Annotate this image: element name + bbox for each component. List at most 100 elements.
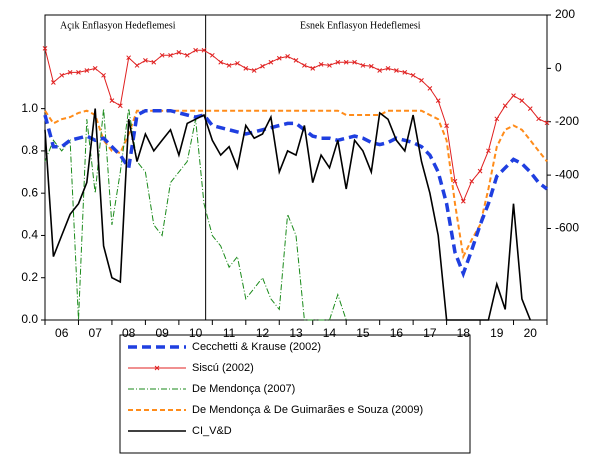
marker: [218, 59, 224, 65]
y2-tick-label: -400: [555, 167, 579, 181]
annotation: Açık Enflasyon Hedeflemesi: [60, 20, 176, 31]
marker: [84, 68, 90, 73]
series-line: [44, 109, 548, 260]
marker: [410, 72, 416, 78]
marker: [360, 63, 366, 68]
legend-label: CI_V&D: [192, 425, 232, 437]
marker: [368, 63, 374, 69]
marker: [176, 50, 182, 55]
marker: [536, 116, 541, 122]
marker: [486, 148, 491, 154]
marker: [343, 59, 349, 65]
marker: [159, 52, 165, 58]
y-tick-label: 0.6: [21, 185, 38, 199]
marker: [460, 198, 466, 204]
x-tick-label: 07: [89, 326, 103, 340]
y2-tick-label: 200: [555, 7, 575, 21]
marker: [76, 70, 81, 75]
marker: [268, 59, 274, 65]
marker: [117, 103, 123, 109]
marker: [302, 63, 307, 68]
x-tick-label: 10: [189, 326, 203, 340]
y2-tick-label: -600: [555, 221, 579, 235]
x-tick-label: 18: [457, 326, 471, 340]
x-tick-label: 16: [390, 326, 404, 340]
marker: [402, 70, 408, 75]
y-tick-label: 0.0: [21, 312, 38, 326]
marker: [502, 103, 508, 109]
marker: [385, 66, 391, 71]
marker: [394, 68, 399, 73]
y-tick-label: 0.2: [21, 270, 38, 284]
marker: [126, 55, 132, 61]
series-line: [44, 48, 548, 203]
legend-label: De Mendonça (2007): [192, 383, 295, 395]
marker: [260, 63, 265, 69]
marker: [452, 178, 458, 184]
marker: [469, 178, 475, 184]
marker: [151, 59, 157, 65]
marker: [59, 72, 65, 78]
x-tick-label: 11: [223, 326, 236, 340]
legend-marker: [154, 365, 160, 371]
marker: [377, 68, 383, 73]
plot-frame: [44, 14, 548, 321]
series-line: [44, 108, 532, 321]
marker: [67, 70, 73, 75]
y2-tick-label: 0: [555, 61, 562, 75]
legend-label: Cecchetti & Krause (2002): [192, 341, 321, 353]
x-tick-label: 17: [423, 326, 437, 340]
marker: [168, 52, 173, 58]
y-tick-label: 0.4: [21, 228, 38, 242]
marker: [477, 168, 483, 174]
marker: [352, 59, 357, 65]
legend-label: Siscú (2002): [192, 362, 254, 374]
x-tick-label: 12: [256, 326, 270, 340]
marker: [419, 78, 424, 83]
series-line: [43, 108, 549, 279]
marker: [327, 63, 332, 68]
x-tick-label: 15: [356, 326, 370, 340]
marker: [494, 116, 500, 122]
marker: [310, 66, 316, 71]
x-tick-label: 06: [55, 326, 69, 340]
marker: [427, 86, 433, 91]
marker: [101, 72, 106, 78]
x-tick-label: 20: [524, 326, 538, 340]
marker: [435, 98, 441, 104]
marker: [544, 120, 550, 126]
legend-box: [119, 334, 471, 454]
y-tick-label: 1.0: [21, 101, 38, 115]
marker: [109, 98, 115, 104]
marker: [251, 68, 257, 73]
marker: [243, 66, 249, 71]
marker: [318, 62, 324, 67]
marker: [92, 66, 98, 71]
x-tick-label: 19: [490, 326, 504, 340]
marker: [444, 123, 449, 129]
x-tick-label: 14: [323, 326, 337, 340]
marker: [511, 93, 516, 98]
marker: [134, 63, 140, 68]
marker: [235, 60, 240, 66]
x-tick-label: 09: [155, 326, 169, 340]
marker: [293, 58, 299, 63]
y-tick-label: 0.8: [21, 143, 38, 157]
marker: [226, 63, 232, 68]
x-tick-label: 08: [122, 326, 136, 340]
marker: [193, 47, 198, 53]
marker: [209, 52, 215, 58]
marker: [335, 59, 341, 65]
marker: [527, 106, 533, 112]
marker: [285, 54, 290, 59]
marker: [51, 80, 56, 85]
marker: [42, 46, 48, 51]
marker: [519, 98, 525, 104]
annotation: Esnek Enflasyon Hedeflemesi: [300, 20, 421, 31]
marker: [276, 55, 282, 61]
legend-label: De Mendonça & De Guimarães e Souza (2009…: [192, 404, 423, 416]
y2-tick-label: -200: [555, 114, 579, 128]
marker: [184, 52, 190, 58]
marker: [201, 47, 207, 53]
